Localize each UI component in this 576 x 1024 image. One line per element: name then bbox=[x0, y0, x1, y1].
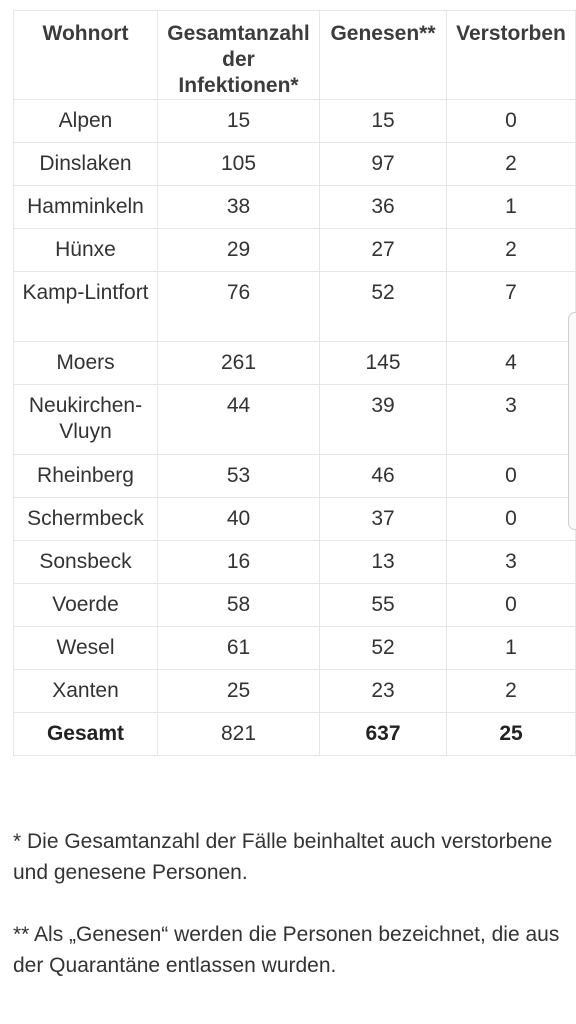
cell-genesen: 36 bbox=[319, 185, 447, 229]
cell-gesamt: 44 bbox=[157, 384, 320, 455]
footnote-gesamtanzahl: * Die Gesamtanzahl der Fälle beinhaltet … bbox=[13, 830, 553, 884]
cell-gesamt: 25 bbox=[157, 669, 320, 713]
table-row: Voerde 58 55 0 bbox=[13, 583, 576, 627]
cell-gesamt: 15 bbox=[157, 99, 320, 143]
cell-verstorben: 1 bbox=[446, 626, 576, 670]
header-genesen: Genesen** bbox=[319, 10, 447, 100]
table-header-row: Wohnort Gesamtanzahl der Infektionen* Ge… bbox=[13, 10, 576, 100]
table-row: Dinslaken 105 97 2 bbox=[13, 142, 576, 186]
cell-gesamt: 40 bbox=[157, 497, 320, 541]
cell-verstorben: 7 bbox=[446, 271, 576, 342]
cell-wohnort: Hamminkeln bbox=[13, 185, 158, 229]
total-gesamt: 821 bbox=[157, 712, 320, 756]
header-verstorben: Verstorben bbox=[446, 10, 576, 100]
cell-gesamt: 105 bbox=[157, 142, 320, 186]
cell-wohnort: Hünxe bbox=[13, 228, 158, 272]
total-row: Gesamt 821 637 25 bbox=[13, 712, 576, 756]
cell-wohnort: Neukirchen-Vluyn bbox=[13, 384, 158, 455]
cell-wohnort: Xanten bbox=[13, 669, 158, 713]
table-row: Rheinberg 53 46 0 bbox=[13, 454, 576, 498]
table-row: Xanten 25 23 2 bbox=[13, 669, 576, 713]
cell-gesamt: 38 bbox=[157, 185, 320, 229]
cell-gesamt: 58 bbox=[157, 583, 320, 627]
cell-verstorben: 3 bbox=[446, 384, 576, 455]
cell-wohnort: Voerde bbox=[13, 583, 158, 627]
header-gesamtanzahl: Gesamtanzahl der Infektionen* bbox=[157, 10, 320, 100]
cell-genesen: 37 bbox=[319, 497, 447, 541]
table-row: Wesel 61 52 1 bbox=[13, 626, 576, 670]
cell-gesamt: 76 bbox=[157, 271, 320, 342]
horizontal-scroll-handle[interactable] bbox=[568, 312, 576, 530]
table-row: Sonsbeck 16 13 3 bbox=[13, 540, 576, 584]
cell-verstorben: 0 bbox=[446, 497, 576, 541]
cell-genesen: 52 bbox=[319, 271, 447, 342]
cell-wohnort: Moers bbox=[13, 341, 158, 385]
cell-genesen: 27 bbox=[319, 228, 447, 272]
table-row: Hünxe 29 27 2 bbox=[13, 228, 576, 272]
cell-gesamt: 53 bbox=[157, 454, 320, 498]
cell-gesamt: 61 bbox=[157, 626, 320, 670]
table-row: Alpen 15 15 0 bbox=[13, 99, 576, 143]
footnotes: * Die Gesamtanzahl der Fälle beinhaltet … bbox=[13, 826, 568, 981]
total-genesen: 637 bbox=[319, 712, 447, 756]
covid-cases-table: Wohnort Gesamtanzahl der Infektionen* Ge… bbox=[13, 10, 576, 756]
cell-genesen: 13 bbox=[319, 540, 447, 584]
cell-verstorben: 1 bbox=[446, 185, 576, 229]
cell-genesen: 23 bbox=[319, 669, 447, 713]
cell-genesen: 15 bbox=[319, 99, 447, 143]
cell-wohnort: Rheinberg bbox=[13, 454, 158, 498]
cell-wohnort: Wesel bbox=[13, 626, 158, 670]
cell-wohnort: Dinslaken bbox=[13, 142, 158, 186]
cell-gesamt: 261 bbox=[157, 341, 320, 385]
cell-genesen: 55 bbox=[319, 583, 447, 627]
cell-genesen: 97 bbox=[319, 142, 447, 186]
cell-wohnort: Alpen bbox=[13, 99, 158, 143]
cell-verstorben: 0 bbox=[446, 583, 576, 627]
cell-wohnort: Kamp-Lintfort bbox=[13, 271, 158, 342]
total-label: Gesamt bbox=[13, 712, 158, 756]
cell-wohnort: Schermbeck bbox=[13, 497, 158, 541]
footnote-genesen: ** Als „Genesen“ werden die Personen bez… bbox=[13, 923, 560, 977]
cell-genesen: 46 bbox=[319, 454, 447, 498]
table-row: Hamminkeln 38 36 1 bbox=[13, 185, 576, 229]
cell-verstorben: 2 bbox=[446, 228, 576, 272]
cell-verstorben: 2 bbox=[446, 142, 576, 186]
cell-gesamt: 16 bbox=[157, 540, 320, 584]
table-row: Neukirchen-Vluyn 44 39 3 bbox=[13, 384, 576, 455]
cell-verstorben: 2 bbox=[446, 669, 576, 713]
cell-verstorben: 3 bbox=[446, 540, 576, 584]
total-verstorben: 25 bbox=[446, 712, 576, 756]
cell-wohnort: Sonsbeck bbox=[13, 540, 158, 584]
table-row: Schermbeck 40 37 0 bbox=[13, 497, 576, 541]
cell-verstorben: 4 bbox=[446, 341, 576, 385]
table-row: Kamp-Lintfort 76 52 7 bbox=[13, 271, 576, 342]
cell-genesen: 52 bbox=[319, 626, 447, 670]
cell-verstorben: 0 bbox=[446, 454, 576, 498]
cell-genesen: 145 bbox=[319, 341, 447, 385]
header-wohnort: Wohnort bbox=[13, 10, 158, 100]
cell-verstorben: 0 bbox=[446, 99, 576, 143]
cell-genesen: 39 bbox=[319, 384, 447, 455]
table-row: Moers 261 145 4 bbox=[13, 341, 576, 385]
cell-gesamt: 29 bbox=[157, 228, 320, 272]
